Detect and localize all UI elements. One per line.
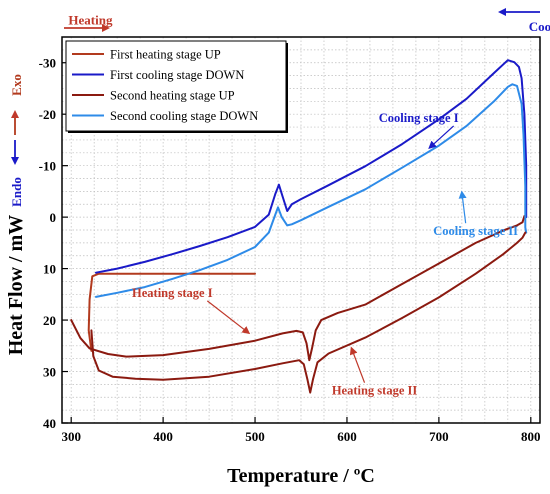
y-tick-label: -20 [39,107,56,122]
x-tick-label: 700 [429,429,449,444]
axis-ticks: 300 400 500 600 700 800 -30 -20 -10 0 10 20 30 40 [39,56,541,444]
legend-entry: First heating stage UP [110,48,221,62]
annotations: Heating Cooling Exo Endo Cooling stage I Cool… [9,8,550,398]
series-line-3 [70,215,526,362]
y-tick-label: -10 [39,159,56,174]
y-axis-title: Heat Flow / mW [5,215,27,356]
stage-annotation: Heating stage II [332,384,418,398]
cooling-direction-label: Cooling [529,19,550,34]
x-tick-label: 800 [521,429,541,444]
y-tick-label: 40 [43,416,56,431]
series-line-2 [95,59,528,274]
x-tick-label: 600 [337,429,357,444]
plot-frame [61,36,541,424]
series-layer [70,59,528,394]
series-line-1 [87,272,256,352]
endo-label: Endo [9,177,24,207]
y-tick-label: 20 [43,313,56,328]
legend-entry: First cooling stage DOWN [110,68,244,82]
x-axis-title: Temperature / ºC [227,465,375,487]
heating-direction-label: Heating [68,13,113,28]
stage-annotation: Heating stage I [132,286,213,300]
stage-annotation: Cooling stage I [379,111,459,125]
legend: First heating stage UP First cooling stag… [65,40,288,133]
y-tick-label: 30 [43,365,56,380]
legend-entry: Second cooling stage DOWN [110,109,258,123]
stage-annotation-arrow [206,300,251,335]
x-tick-label: 300 [61,429,81,444]
stage-annotation-arrow [428,125,455,149]
y-tick-label: 0 [50,210,57,225]
x-tick-label: 400 [153,429,173,444]
series-line-5 [90,231,527,394]
y-tick-label: 10 [43,262,56,277]
y-tick-label: -30 [39,56,56,71]
series-line-4 [95,83,528,298]
stage-annotation: Cooling stage II [433,224,518,238]
x-tick-label: 500 [245,429,265,444]
stage-annotation-arrow [458,190,467,224]
legend-entry: Second heating stage UP [110,89,235,103]
stage-annotation-arrow [349,346,366,383]
exo-label: Exo [9,74,24,96]
